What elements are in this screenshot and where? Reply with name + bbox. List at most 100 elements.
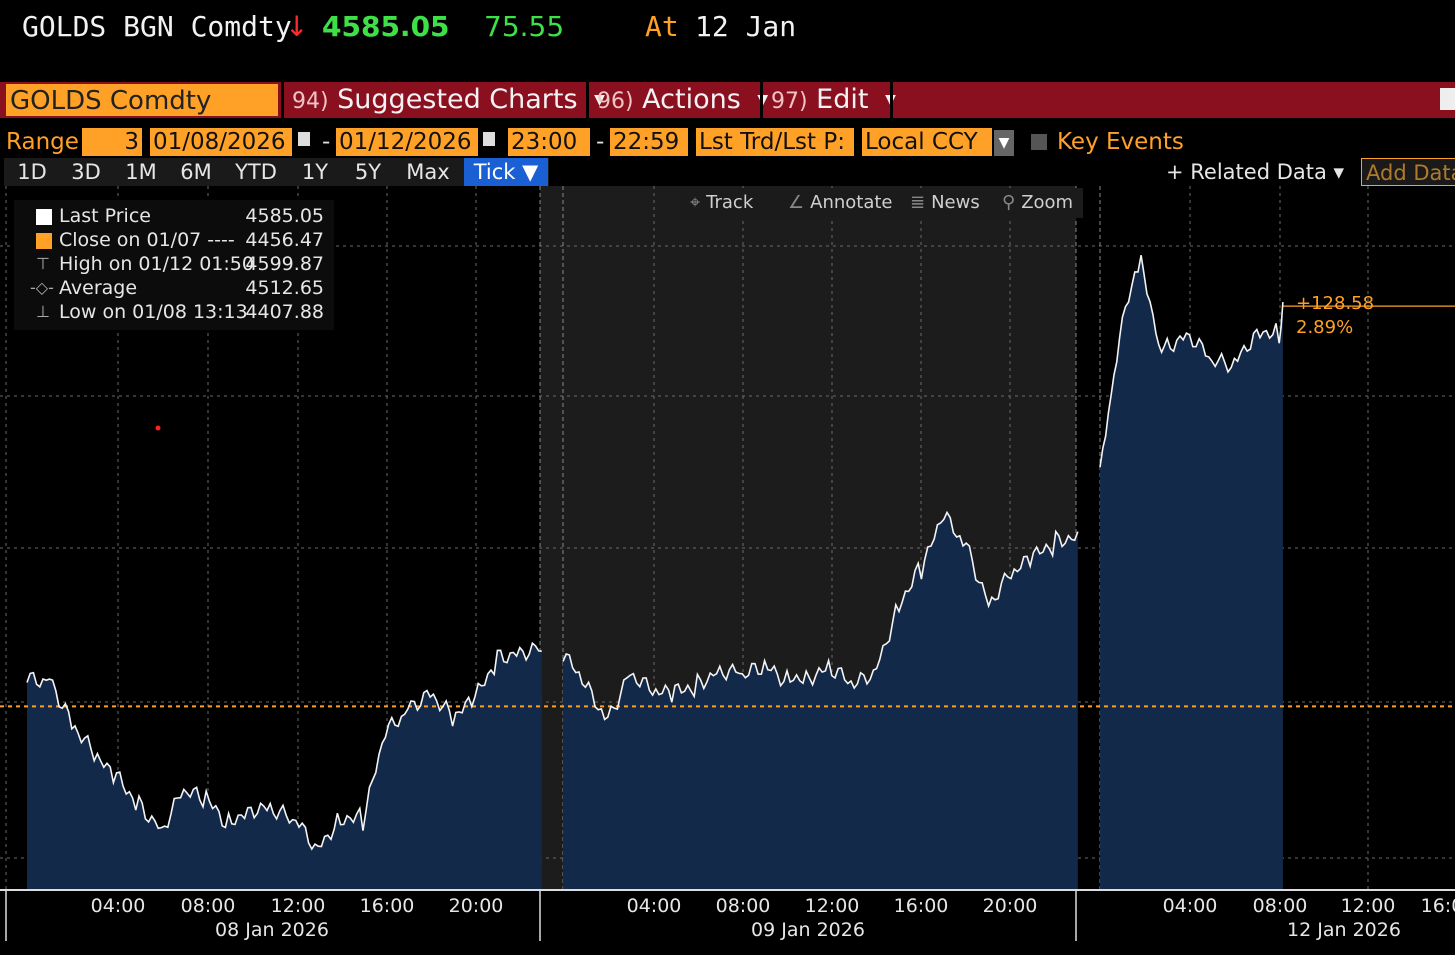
x-tick-label: 16:00 xyxy=(360,895,415,917)
actions-number: 96) xyxy=(597,89,634,114)
change-value: +128.58 xyxy=(1296,293,1375,314)
magnifier-icon: ⚲ xyxy=(1002,192,1016,213)
range-bar: Range 3 01/08/2026 - 01/12/2026 23:00 - … xyxy=(0,126,1455,156)
chart-toolbar: ⌖ Track ∠ Annotate ≣ News ⚲ Zoom xyxy=(680,188,1083,218)
last-price: 4585.05 xyxy=(322,10,450,43)
session-date-label: 12 Jan 2026 xyxy=(1287,919,1401,941)
x-tick-label: 04:00 xyxy=(627,895,682,917)
price-change: 75.55 xyxy=(484,10,565,43)
legend: Last Price 4585.05 Close on 01/07 ---- 4… xyxy=(14,200,334,330)
price-area xyxy=(27,255,1283,890)
x-tick-label: 04:00 xyxy=(1163,895,1218,917)
actions-button[interactable]: 96) Actions ▼ xyxy=(597,82,768,118)
toolbar-divider xyxy=(890,82,893,118)
x-tick-label: 12:00 xyxy=(805,895,860,917)
range-label: Range xyxy=(6,129,79,155)
currency-field[interactable]: Local CCY xyxy=(862,128,992,156)
add-data-field[interactable]: Add Data xyxy=(1361,158,1455,186)
legend-last-price: Last Price 4585.05 xyxy=(14,204,334,228)
start-date-field[interactable]: 01/08/2026 xyxy=(150,128,292,156)
x-axis: 04:00 08:00 12:00 16:00 20:00 08 Jan 2026 04:0… xyxy=(0,889,1455,941)
tab-tick[interactable]: Tick ▼ xyxy=(464,158,548,186)
track-label: Track xyxy=(706,192,754,213)
end-date-field[interactable]: 01/12/2026 xyxy=(336,128,478,156)
legend-average: -◇- Average 4512.65 xyxy=(14,276,334,300)
edit-number: 97) xyxy=(771,89,808,114)
x-tick-label: 08:00 xyxy=(716,895,771,917)
price-type-field[interactable]: Lst Trd/Lst P: xyxy=(696,128,854,156)
x-tick-label: 08:00 xyxy=(1253,895,1308,917)
annotate-button[interactable]: ∠ Annotate xyxy=(788,188,893,218)
track-button[interactable]: ⌖ Track xyxy=(690,188,753,218)
legend-label: High on 01/12 01:50 xyxy=(59,253,254,275)
change-percent: 2.89% xyxy=(1296,317,1354,338)
legend-value: 4512.65 xyxy=(245,277,324,299)
down-arrow-icon: ↓ xyxy=(285,10,309,43)
legend-label: Close on 01/07 ---- xyxy=(59,229,235,251)
tab-1d[interactable]: 1D xyxy=(17,160,47,184)
window-icon[interactable] xyxy=(1440,88,1455,110)
legend-label: Last Price xyxy=(59,205,151,227)
news-button[interactable]: ≣ News xyxy=(910,188,980,218)
function-toolbar: GOLDS Comdty 94) Suggested Charts ▼ 96) … xyxy=(0,82,1455,118)
ticker-bar: GOLDS BGN Comdty ↓ 4585.05 75.55 At 12 J… xyxy=(0,0,1455,60)
toolbar-divider xyxy=(281,82,284,118)
zoom-button[interactable]: ⚲ Zoom xyxy=(1002,188,1073,218)
calendar-icon[interactable] xyxy=(483,132,495,146)
legend-label: Low on 01/08 13:13 xyxy=(59,301,248,323)
legend-close: Close on 01/07 ---- 4456.47 xyxy=(14,228,334,252)
edit-button[interactable]: 97) Edit ▼ xyxy=(771,82,896,118)
chevron-down-icon[interactable]: ▼ xyxy=(994,130,1014,156)
date-dash: - xyxy=(322,129,331,155)
key-events-checkbox[interactable] xyxy=(1031,134,1047,150)
x-tick-label: 08:00 xyxy=(181,895,236,917)
toolbar-divider xyxy=(586,82,589,118)
price-line-01-12 xyxy=(1099,255,1284,468)
price-line-01-08 xyxy=(26,641,542,851)
x-tick-label: 16:00 xyxy=(894,895,949,917)
legend-value: 4456.47 xyxy=(245,229,324,251)
tab-6m[interactable]: 6M xyxy=(180,160,212,184)
crosshair-icon: ⌖ xyxy=(690,192,701,213)
legend-value: 4585.05 xyxy=(245,205,324,227)
toolbar-divider xyxy=(760,82,763,118)
x-tick-label: 16:00 xyxy=(1421,895,1455,917)
period-tabs: 1D 3D 1M 6M YTD 1Y 5Y Max Tick ▼ + Relat… xyxy=(0,158,1455,186)
x-tick-label: 20:00 xyxy=(983,895,1038,917)
zoom-label: Zoom xyxy=(1021,192,1074,213)
price-chart[interactable]: 04:00 08:00 12:00 16:00 20:00 08 Jan 2026 04:0… xyxy=(0,186,1455,955)
red-marker xyxy=(155,425,161,431)
tab-3d[interactable]: 3D xyxy=(71,160,101,184)
area-fill-01-09 xyxy=(563,512,1078,890)
high-marker-icon: ⊤ xyxy=(36,254,50,273)
related-data-button[interactable]: + Related Data ▾ xyxy=(1166,160,1345,184)
suggested-charts-number: 94) xyxy=(292,89,329,114)
tab-1m[interactable]: 1M xyxy=(125,160,157,184)
suggested-charts-button[interactable]: 94) Suggested Charts ▼ xyxy=(292,82,605,118)
at-label: At xyxy=(645,10,679,43)
tab-max[interactable]: Max xyxy=(406,160,450,184)
tab-ytd[interactable]: YTD xyxy=(235,160,277,184)
pencil-icon: ∠ xyxy=(788,192,805,213)
legend-label: Average xyxy=(59,277,138,299)
calendar-icon[interactable] xyxy=(298,132,310,146)
x-tick-label: 20:00 xyxy=(449,895,504,917)
start-time-field[interactable]: 23:00 xyxy=(508,128,590,156)
security-input[interactable]: GOLDS Comdty xyxy=(6,84,278,116)
range-count-field[interactable]: 3 xyxy=(82,128,142,156)
news-icon: ≣ xyxy=(910,192,926,213)
last-price-swatch xyxy=(36,209,52,225)
news-label: News xyxy=(931,192,980,213)
tab-1y[interactable]: 1Y xyxy=(301,160,329,184)
tab-5y[interactable]: 5Y xyxy=(354,160,382,184)
legend-high: ⊤ High on 01/12 01:50 4599.87 xyxy=(14,252,334,276)
average-marker-icon: -◇- xyxy=(30,278,54,297)
legend-value: 4407.88 xyxy=(245,301,324,323)
end-time-field[interactable]: 22:59 xyxy=(610,128,688,156)
edit-label: Edit xyxy=(816,84,869,115)
close-reference-line xyxy=(0,305,1455,708)
actions-label: Actions xyxy=(642,84,741,115)
chevron-down-icon: ▼ xyxy=(594,92,605,108)
price-line-01-09 xyxy=(562,510,1079,721)
x-tick-label: 04:00 xyxy=(91,895,146,917)
